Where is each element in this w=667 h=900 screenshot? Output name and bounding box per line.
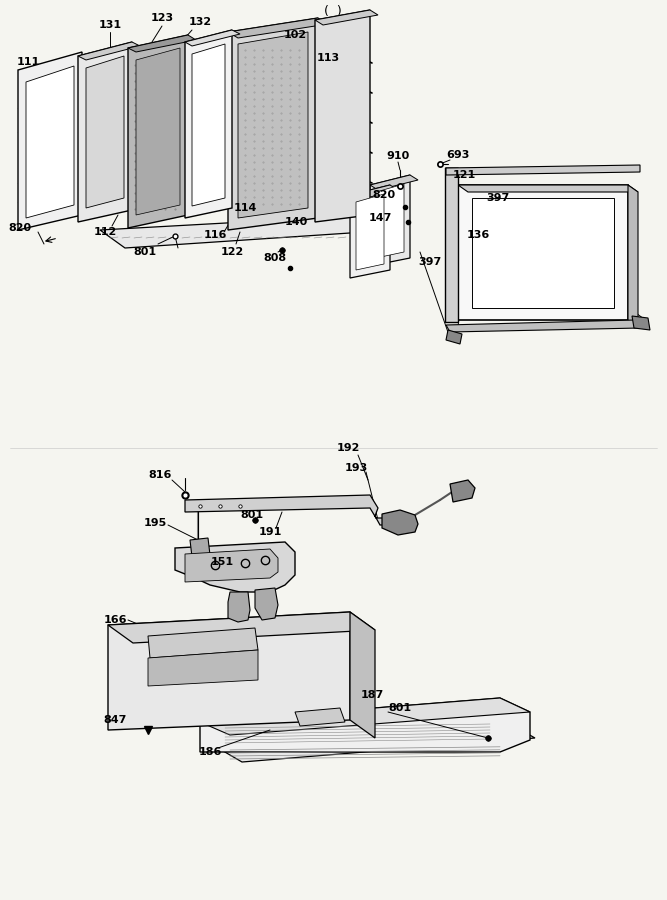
Polygon shape xyxy=(376,184,404,258)
Text: 193: 193 xyxy=(344,463,368,473)
Polygon shape xyxy=(228,18,318,230)
Polygon shape xyxy=(315,10,378,25)
Text: 102: 102 xyxy=(283,30,307,40)
Text: 693: 693 xyxy=(446,150,470,160)
Polygon shape xyxy=(192,44,225,206)
Polygon shape xyxy=(190,538,210,557)
Polygon shape xyxy=(128,35,188,228)
Polygon shape xyxy=(128,35,196,52)
Text: 114: 114 xyxy=(233,203,257,213)
Text: 808: 808 xyxy=(263,253,287,263)
Polygon shape xyxy=(200,698,530,752)
Text: 816: 816 xyxy=(148,470,171,480)
Polygon shape xyxy=(295,708,345,726)
Polygon shape xyxy=(445,168,458,322)
Polygon shape xyxy=(350,185,398,200)
Text: 131: 131 xyxy=(99,20,121,30)
Polygon shape xyxy=(238,32,308,218)
Text: 116: 116 xyxy=(203,230,227,240)
Polygon shape xyxy=(370,175,410,266)
Text: 122: 122 xyxy=(220,247,243,257)
Polygon shape xyxy=(458,185,638,192)
Polygon shape xyxy=(78,42,132,222)
Polygon shape xyxy=(370,175,418,190)
Polygon shape xyxy=(228,592,250,622)
Text: 910: 910 xyxy=(386,151,410,161)
Text: 187: 187 xyxy=(360,690,384,700)
Text: 166: 166 xyxy=(103,615,127,625)
Text: 151: 151 xyxy=(210,557,233,567)
Polygon shape xyxy=(350,612,375,738)
Polygon shape xyxy=(315,10,370,222)
Polygon shape xyxy=(185,30,232,218)
Polygon shape xyxy=(200,698,530,735)
Polygon shape xyxy=(185,495,390,525)
Polygon shape xyxy=(632,316,650,330)
Text: 397: 397 xyxy=(418,257,442,267)
Text: 123: 123 xyxy=(151,13,173,23)
Text: 820: 820 xyxy=(9,223,31,233)
Polygon shape xyxy=(136,48,180,215)
Text: 112: 112 xyxy=(93,227,117,237)
Polygon shape xyxy=(86,56,124,208)
Text: 111: 111 xyxy=(17,57,39,67)
Polygon shape xyxy=(108,612,375,643)
Polygon shape xyxy=(446,330,462,344)
Polygon shape xyxy=(18,52,82,230)
Text: 132: 132 xyxy=(189,17,211,27)
Text: 136: 136 xyxy=(466,230,490,240)
Polygon shape xyxy=(356,194,384,270)
Polygon shape xyxy=(446,165,640,175)
Polygon shape xyxy=(228,18,328,38)
Text: 140: 140 xyxy=(284,217,307,227)
Text: 801: 801 xyxy=(240,510,263,520)
Text: 195: 195 xyxy=(143,518,167,528)
Polygon shape xyxy=(472,198,614,308)
Polygon shape xyxy=(26,66,74,218)
Text: 121: 121 xyxy=(452,170,476,180)
Text: 191: 191 xyxy=(258,527,281,537)
Text: 801: 801 xyxy=(133,247,157,257)
Polygon shape xyxy=(458,185,628,320)
Polygon shape xyxy=(446,320,640,332)
Polygon shape xyxy=(100,215,395,248)
Polygon shape xyxy=(218,724,535,762)
Polygon shape xyxy=(78,42,140,60)
Polygon shape xyxy=(445,168,465,172)
Polygon shape xyxy=(148,628,258,658)
Text: 397: 397 xyxy=(486,193,510,203)
Polygon shape xyxy=(628,185,638,327)
Text: 847: 847 xyxy=(103,715,127,725)
Polygon shape xyxy=(255,588,278,620)
Polygon shape xyxy=(450,480,475,502)
Polygon shape xyxy=(148,650,258,686)
Polygon shape xyxy=(350,185,390,278)
Polygon shape xyxy=(175,542,295,592)
Polygon shape xyxy=(108,612,350,730)
Text: 113: 113 xyxy=(316,53,340,63)
Text: 147: 147 xyxy=(368,213,392,223)
Polygon shape xyxy=(185,30,240,46)
Text: 192: 192 xyxy=(336,443,360,453)
Text: 186: 186 xyxy=(198,747,221,757)
Polygon shape xyxy=(382,510,418,535)
Text: 801: 801 xyxy=(388,703,412,713)
Polygon shape xyxy=(185,549,278,582)
Text: (  ): ( ) xyxy=(324,5,342,19)
Text: 820: 820 xyxy=(372,190,396,200)
